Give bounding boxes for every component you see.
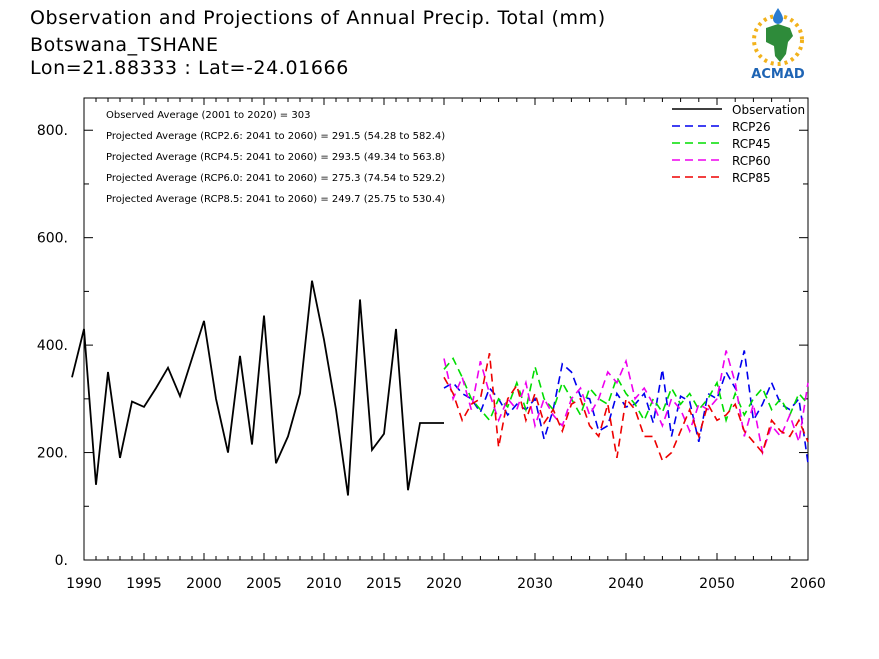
x-tick-label: 1995: [126, 576, 162, 592]
stat-line: Projected Average (RCP6.0: 2041 to 2060)…: [106, 173, 445, 184]
y-tick-label: 400.: [37, 338, 68, 354]
stat-line: Observed Average (2001 to 2020) = 303: [106, 110, 310, 121]
series-line-rcp45: [443, 357, 809, 424]
legend: Observation RCP26 RCP45 RCP60 RCP85: [672, 103, 805, 185]
y-tick-label: 600.: [37, 231, 68, 247]
station-name: Botswana_TSHANE: [30, 34, 219, 56]
series-line-observation: [71, 280, 444, 496]
x-tick-label: 2020: [426, 576, 462, 592]
x-tick-labels: 1990 1995 2000 2005 2010 2015 2020 2030 2040 2050…: [66, 576, 826, 592]
legend-label-rcp60: RCP60: [732, 154, 771, 168]
stats-annotations: Observed Average (2001 to 2020) = 303 Pro…: [106, 110, 445, 205]
legend-label-rcp85: RCP85: [732, 171, 771, 185]
plot-frame: [83, 97, 809, 561]
x-tick-label: 2030: [517, 576, 553, 592]
x-tick-label: 2040: [608, 576, 644, 592]
series-line-rcp26: [443, 350, 809, 464]
africa-map-icon: [766, 24, 793, 62]
y-tick-label: 800.: [37, 123, 68, 139]
logo-label: ACMAD: [751, 67, 805, 82]
axis-ticks: [83, 98, 809, 561]
y-tick-labels: 0. 200. 400. 600. 800.: [37, 123, 68, 569]
legend-label-observation: Observation: [732, 103, 805, 117]
stat-line: Projected Average (RCP2.6: 2041 to 2060)…: [106, 131, 445, 142]
x-tick-label: 2015: [366, 576, 402, 592]
x-tick-label: 2005: [246, 576, 282, 592]
water-drop-icon: [773, 8, 783, 24]
x-tick-label: 2050: [699, 576, 735, 592]
series-line-rcp85: [443, 353, 809, 462]
chart-title: Observation and Projections of Annual Pr…: [30, 7, 606, 29]
legend-label-rcp45: RCP45: [732, 137, 771, 151]
x-tick-label: 2000: [186, 576, 222, 592]
legend-label-rcp26: RCP26: [732, 120, 771, 134]
stat-line: Projected Average (RCP4.5: 2041 to 2060)…: [106, 152, 445, 163]
x-tick-label: 2060: [790, 576, 826, 592]
y-tick-label: 0.: [55, 553, 68, 569]
station-coordinates: Lon=21.88333 : Lat=-24.01666: [30, 57, 349, 79]
acmad-logo: ACMAD: [751, 8, 805, 82]
series-lines: [71, 280, 809, 496]
x-tick-label: 1990: [66, 576, 102, 592]
stat-line: Projected Average (RCP8.5: 2041 to 2060)…: [106, 194, 445, 205]
y-tick-label: 200.: [37, 446, 68, 462]
x-tick-label: 2010: [306, 576, 342, 592]
series-line-rcp60: [443, 350, 809, 456]
